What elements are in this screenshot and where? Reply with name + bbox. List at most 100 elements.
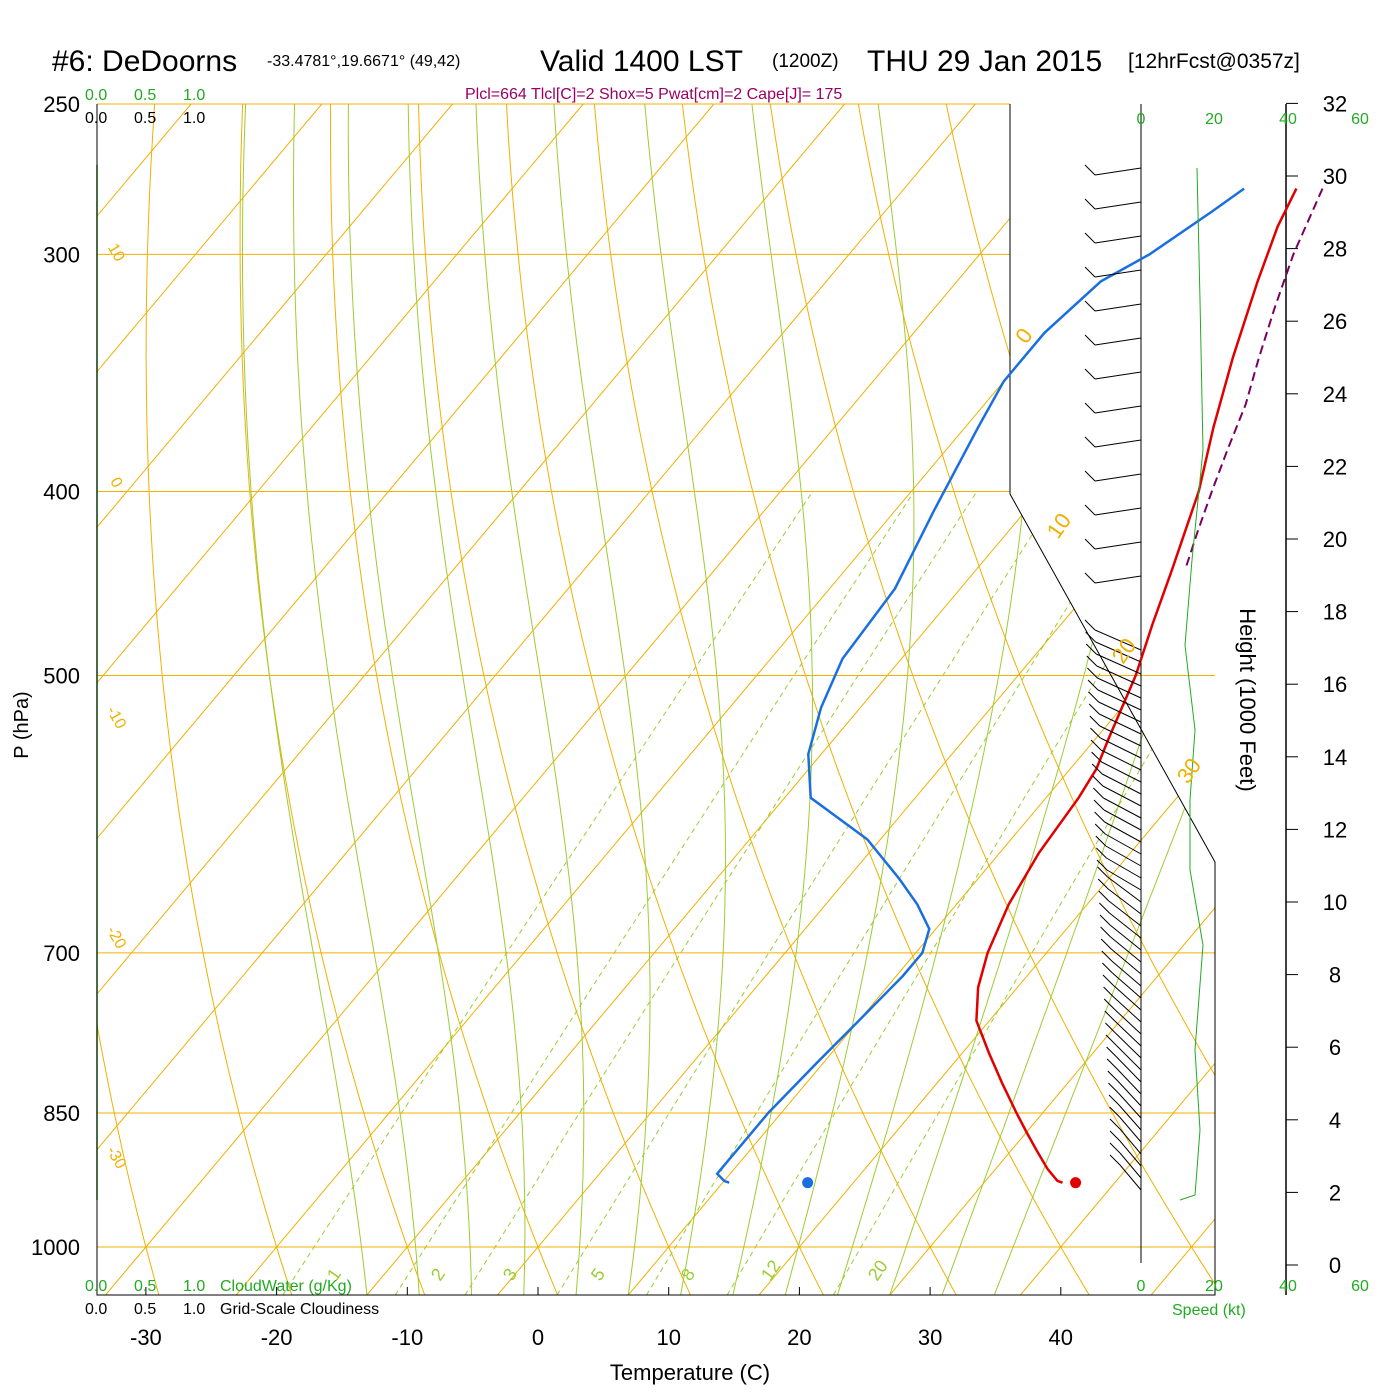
dry-adiabat-lines [97,104,1215,1295]
wind-barb-staff [1109,912,1142,939]
station-title: #6: DeDoorns [52,45,237,78]
height-axis-title: Height (1000 Feet) [1235,608,1260,791]
cloudiness-top-tick: 1.0 [183,110,205,127]
wind-barb-staff [1109,924,1142,951]
mixing-ratio-line [556,491,1061,1295]
wind-barb-flag [1084,470,1096,482]
wind-barb-flag [1085,643,1097,655]
isotherm-line [97,104,453,1295]
wind-barb-flag [1084,334,1096,346]
cloud-bottom-tick: 0.0 [85,1278,107,1295]
mixing-ratio-label: 2 [427,1265,449,1285]
height-tick-label: 2 [1329,1180,1341,1205]
wind-barb-staff [1110,948,1142,975]
dry-adiabat-line [1033,104,1215,1295]
wind-barbs [1084,164,1142,1191]
wind-barb-staff [1110,936,1142,963]
height-tick-label: 26 [1323,309,1347,334]
mixing-ratio-line [646,491,1141,1295]
x-axis-title: Temperature (C) [610,1360,770,1385]
wind-barb-staff [1106,857,1142,879]
wind-barb-flag [1090,739,1102,751]
wind-barb-flag [1084,164,1096,176]
wind-barb-staff [1119,1140,1142,1167]
cloudiness-bottom-tick: 0.5 [134,1301,156,1318]
isotherm-line [366,104,1215,1295]
wind-barb-flag [1098,890,1110,902]
height-tick-label: 6 [1329,1035,1341,1060]
wind-barb-flag [1105,1034,1117,1046]
isotherm-label: 20 [1107,634,1142,668]
isotherm-line [97,104,976,1295]
speed-top-tick: 0 [1137,111,1146,128]
temperature-tick-label: 0 [532,1325,544,1350]
cloudiness-label: Grid-Scale Cloudiness [220,1301,379,1318]
wind-barb-flag [1084,504,1096,516]
mixing-ratio-label: 20 [864,1256,892,1284]
isotherm-lines [97,104,1215,1295]
wind-barb-flag [1088,703,1100,715]
wind-barb-staff [1101,773,1142,795]
wind-barb-staff [1105,845,1142,867]
wind-barb-staff [1117,1080,1142,1107]
height-tick-label: 32 [1323,91,1347,116]
wind-barb-staff [1113,1008,1142,1035]
wind-barb-flag [1108,1094,1120,1106]
speed-bottom-tick: 20 [1205,1278,1223,1295]
stability-indices: Plcl=664 Tlcl[C]=2 Shox=5 Pwat[cm]=2 Cap… [465,86,842,103]
isotherm-line [1020,104,1215,1295]
forecast-date: THU 29 Jan 2015 [867,45,1102,78]
wind-barb-flag [1093,787,1104,799]
cloudiness-top-tick: 0.5 [134,110,156,127]
dry-adiabat-line [239,104,426,1295]
profile-series [715,187,1324,1189]
moist-adiabat-line [732,104,814,1295]
isotherm-line [1150,104,1215,1295]
y-axis-title: P (hPa) [11,691,33,758]
height-tick-label: 0 [1329,1253,1341,1278]
wind-barb-staff [1096,665,1142,687]
station-coords: -33.4781°,19.6671° (49,42) [267,53,460,70]
moist-adiabat-line [553,104,651,1295]
wind-barb-flag [1099,914,1111,926]
mixing-ratio-label: 3 [499,1265,521,1285]
wind-barb-flag [1101,950,1113,962]
speed-bottom-tick: 0 [1137,1278,1146,1295]
wind-barb-staff [1116,1068,1142,1095]
wind-barb-staff [1095,653,1142,675]
pressure-tick-label: 250 [43,92,80,117]
speed-bottom-tick: 60 [1351,1278,1369,1295]
parcel-profile-line [1184,188,1324,571]
wind-barb-staff [1094,167,1142,176]
isotherm-line [889,104,1215,1295]
wind-barb-staff [1102,785,1142,807]
forecast-info: [12hrFcst@0357z] [1128,50,1300,73]
speed-top-tick: 20 [1205,111,1223,128]
wind-barb-staff [1094,575,1142,584]
temperature-profile-line [975,188,1298,1184]
frame-outline [96,104,1216,1296]
wind-barb-flag [1088,691,1099,703]
temperature-tick-label: 10 [656,1325,680,1350]
wind-barb-staff [1094,439,1142,448]
wind-speed-profile [1179,167,1204,1201]
wind-barb-flag [1084,368,1096,380]
dry-adiabat-line [97,104,160,1295]
temperature-tick-label: -20 [261,1325,293,1350]
wind-barb-flag [1093,799,1105,811]
moist-adiabat-line [993,104,1215,1295]
wind-barb-staff [1103,809,1142,831]
wind-barb-flag [1094,811,1105,823]
wind-barb-staff [1094,473,1142,482]
height-tick-label: 12 [1323,817,1347,842]
wind-barb-staff [1094,371,1142,380]
cloud-bottom-tick: 1.0 [183,1278,205,1295]
moist-adiabat-lines [242,104,1215,1295]
wind-barb-staff [1115,1044,1142,1071]
wind-barb-flag [1100,926,1111,938]
wind-barb-staff [1097,677,1142,699]
height-tick-label: 10 [1323,890,1347,915]
wind-barb-staff [1094,269,1142,278]
wind-barb-flag [1095,835,1107,847]
wind-barb-staff [1107,876,1142,903]
